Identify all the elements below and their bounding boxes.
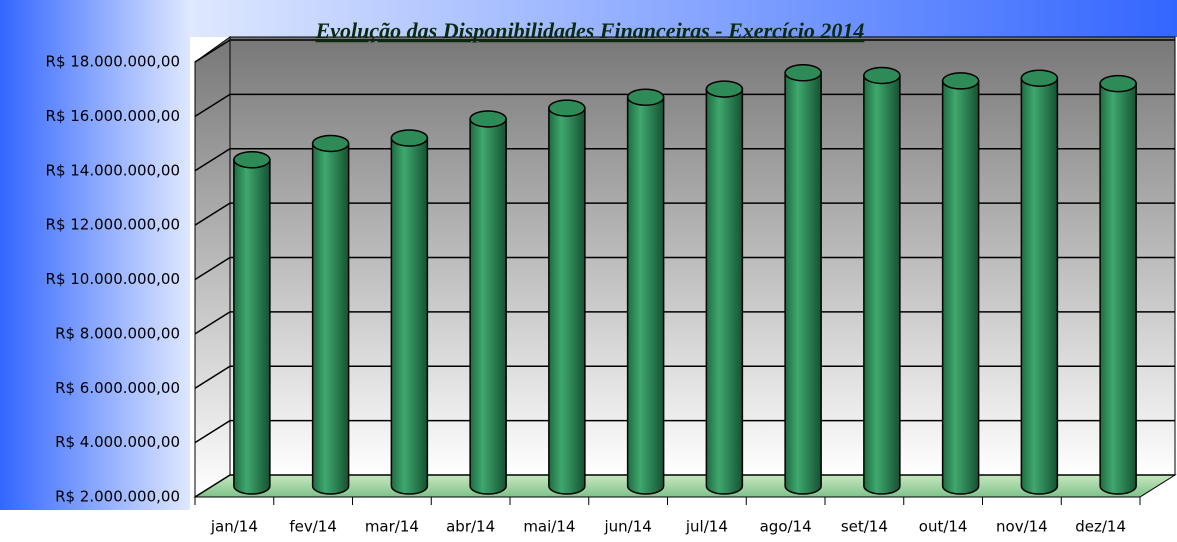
grid-line (194, 93, 1175, 118)
left-panel (0, 0, 190, 510)
x-tick-label: ago/14 (760, 518, 812, 536)
y-tick-label: R$ 12.000.000,00 (46, 216, 180, 234)
bar-top (863, 66, 901, 85)
bar-top (705, 80, 744, 98)
x-tick-label: abr/14 (446, 518, 495, 536)
x-tick-label: mar/14 (365, 518, 419, 536)
bar-body (548, 107, 586, 495)
bar-top (1020, 69, 1059, 87)
bar-top (390, 129, 429, 147)
bar (705, 80, 744, 495)
grid-line (194, 365, 1175, 389)
bar (469, 110, 507, 495)
y-tick-label: R$ 2.000.000,00 (55, 488, 180, 506)
x-tick-label: mai/14 (523, 518, 575, 536)
bar (941, 72, 980, 495)
bar (1099, 74, 1137, 495)
top-panel (190, 0, 1177, 37)
bar-top (233, 151, 271, 169)
bar (1020, 69, 1059, 495)
bar-top (469, 110, 507, 128)
y-tick-label: R$ 4.000.000,00 (55, 433, 180, 451)
y-tick-label: R$ 10.000.000,00 (46, 270, 180, 288)
y-tick-label: R$ 8.000.000,00 (55, 324, 180, 342)
bar-top (784, 64, 822, 82)
bar-top (1099, 74, 1137, 93)
grid-line (194, 256, 1175, 281)
y-tick-label: R$ 14.000.000,00 (46, 161, 180, 179)
bar (784, 64, 822, 495)
bar (390, 129, 429, 495)
bar-top (941, 72, 980, 90)
grid-line (194, 39, 1175, 63)
bar-top (548, 99, 586, 117)
y-tick-label: R$ 18.000.000,00 (46, 53, 180, 71)
grid-line (194, 202, 1175, 226)
bar-body (233, 159, 271, 495)
bar-body (784, 72, 822, 495)
bar-body (311, 142, 350, 495)
y-tick-label: R$ 6.000.000,00 (55, 379, 180, 397)
bar-body (469, 118, 507, 495)
bar-top (626, 88, 665, 106)
x-tick-label: fev/14 (289, 518, 337, 536)
y-tick-label: R$ 16.000.000,00 (46, 107, 180, 125)
grid-line (194, 474, 1175, 498)
bar-body (705, 88, 744, 495)
x-tick-label: dez/14 (1075, 518, 1126, 536)
bar-body (941, 80, 980, 495)
bar-body (863, 74, 901, 495)
bar (626, 88, 665, 495)
bar-body (390, 137, 429, 495)
bar-body (1020, 77, 1059, 495)
bar (311, 134, 350, 495)
grid-line (194, 311, 1175, 335)
x-tick-label: jul/14 (685, 518, 728, 536)
bar-body (626, 96, 665, 495)
x-tick-label: jan/14 (210, 518, 258, 536)
bar (863, 66, 901, 495)
grid-line (194, 148, 1175, 172)
chart-title: Evolução das Disponibilidades Financeira… (315, 18, 865, 43)
bar (233, 151, 271, 495)
grid-line (194, 419, 1175, 444)
x-tick-label: jun/14 (603, 518, 651, 536)
bar-body (1099, 82, 1137, 495)
x-tick-label: out/14 (919, 518, 968, 536)
x-tick-label: nov/14 (996, 518, 1048, 536)
bar-top (311, 134, 350, 153)
x-tick-label: set/14 (841, 518, 888, 536)
bar (548, 99, 586, 495)
